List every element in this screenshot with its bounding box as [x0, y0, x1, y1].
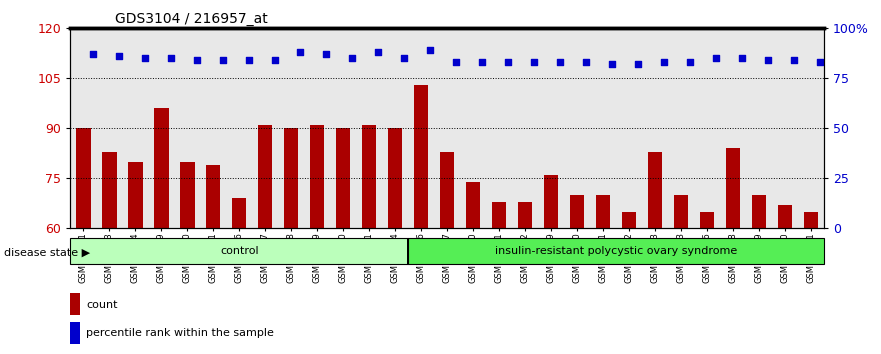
Point	[657, 59, 671, 65]
Point	[372, 50, 386, 55]
Bar	[518, 202, 532, 228]
Bar	[154, 108, 168, 228]
Point	[761, 57, 775, 63]
Point	[320, 51, 334, 57]
Bar	[492, 202, 507, 228]
Point	[475, 59, 489, 65]
Bar	[258, 125, 272, 228]
Bar	[336, 129, 351, 228]
Bar	[440, 152, 455, 228]
Bar	[310, 125, 324, 228]
Point	[501, 59, 515, 65]
Point	[293, 50, 307, 55]
Text: percentile rank within the sample: percentile rank within the sample	[86, 328, 274, 338]
Point	[579, 59, 593, 65]
Bar	[129, 162, 143, 228]
Point	[787, 57, 801, 63]
Text: control: control	[220, 246, 259, 256]
Point	[216, 57, 230, 63]
Point	[268, 57, 282, 63]
Point	[241, 57, 255, 63]
Point	[709, 56, 723, 61]
Point	[449, 59, 463, 65]
Text: disease state ▶: disease state ▶	[4, 248, 91, 258]
Bar	[570, 195, 584, 228]
Bar	[70, 322, 80, 344]
Bar	[622, 212, 636, 228]
Point	[605, 62, 619, 67]
Bar	[77, 129, 91, 228]
Bar	[596, 195, 611, 228]
Point	[527, 59, 541, 65]
Point	[397, 56, 411, 61]
Bar	[778, 205, 792, 228]
Point	[631, 62, 645, 67]
Bar	[181, 162, 195, 228]
Point	[813, 59, 827, 65]
Bar	[648, 152, 662, 228]
Bar	[407, 238, 409, 264]
Point	[423, 47, 437, 53]
Bar	[233, 198, 247, 228]
Point	[553, 59, 567, 65]
Point	[345, 56, 359, 61]
Point	[85, 51, 100, 57]
Bar	[362, 125, 376, 228]
Bar	[700, 212, 714, 228]
Bar	[284, 129, 299, 228]
Bar	[466, 182, 480, 228]
Bar	[70, 238, 408, 264]
Bar	[803, 212, 818, 228]
Text: count: count	[86, 299, 117, 310]
Text: GDS3104 / 216957_at: GDS3104 / 216957_at	[115, 12, 267, 27]
Point	[137, 56, 152, 61]
Bar	[751, 195, 766, 228]
Bar	[544, 175, 559, 228]
Bar	[206, 165, 220, 228]
Point	[683, 59, 697, 65]
Bar	[70, 293, 80, 315]
Bar	[726, 148, 740, 228]
Point	[735, 56, 749, 61]
Bar	[408, 238, 824, 264]
Bar	[674, 195, 688, 228]
Bar	[414, 85, 428, 228]
Point	[164, 56, 178, 61]
Bar	[102, 152, 116, 228]
Bar	[388, 129, 403, 228]
Text: insulin-resistant polycystic ovary syndrome: insulin-resistant polycystic ovary syndr…	[495, 246, 737, 256]
Point	[112, 53, 126, 59]
Point	[189, 57, 204, 63]
